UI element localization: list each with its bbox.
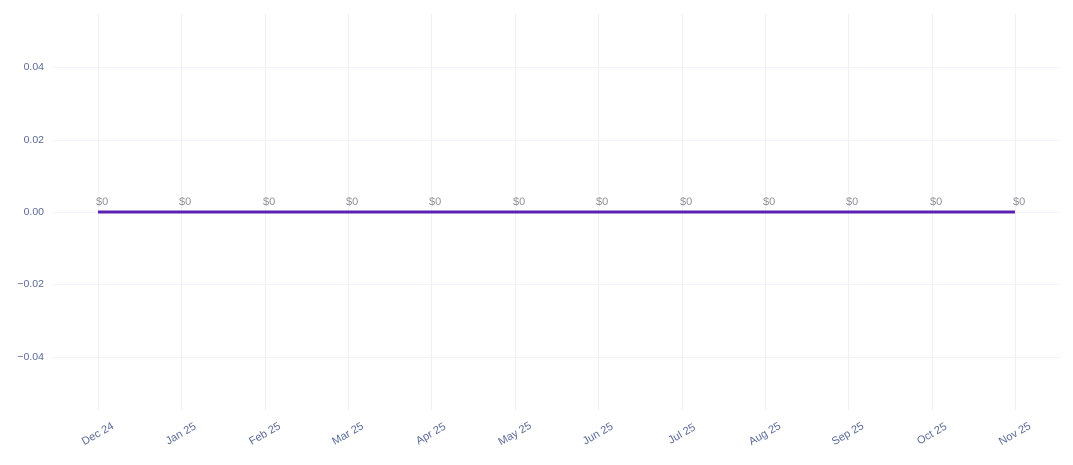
gridline-vertical [1015, 14, 1016, 410]
gridline-horizontal [52, 357, 1061, 358]
point-value-label: $0 [930, 196, 943, 208]
y-tick-label: 0.02 [23, 134, 44, 146]
y-tick-label: 0.00 [23, 206, 44, 218]
point-value-label: $0 [513, 196, 526, 208]
point-value-label: $0 [596, 196, 609, 208]
point-value-label: $0 [346, 196, 359, 208]
point-value-label: $0 [429, 196, 442, 208]
point-value-label: $0 [763, 196, 776, 208]
y-tick-label: 0.04 [23, 61, 44, 73]
point-value-label: $0 [179, 196, 192, 208]
gridline-horizontal [52, 140, 1061, 141]
point-value-label: $0 [263, 196, 276, 208]
gridline-horizontal [52, 67, 1061, 68]
y-tick-label: −0.02 [17, 278, 44, 290]
point-value-label: $0 [1013, 196, 1026, 208]
point-value-label: $0 [680, 196, 693, 208]
point-value-label: $0 [96, 196, 109, 208]
point-value-label: $0 [846, 196, 859, 208]
y-tick-label: −0.04 [17, 351, 44, 363]
gridline-horizontal [52, 284, 1061, 285]
